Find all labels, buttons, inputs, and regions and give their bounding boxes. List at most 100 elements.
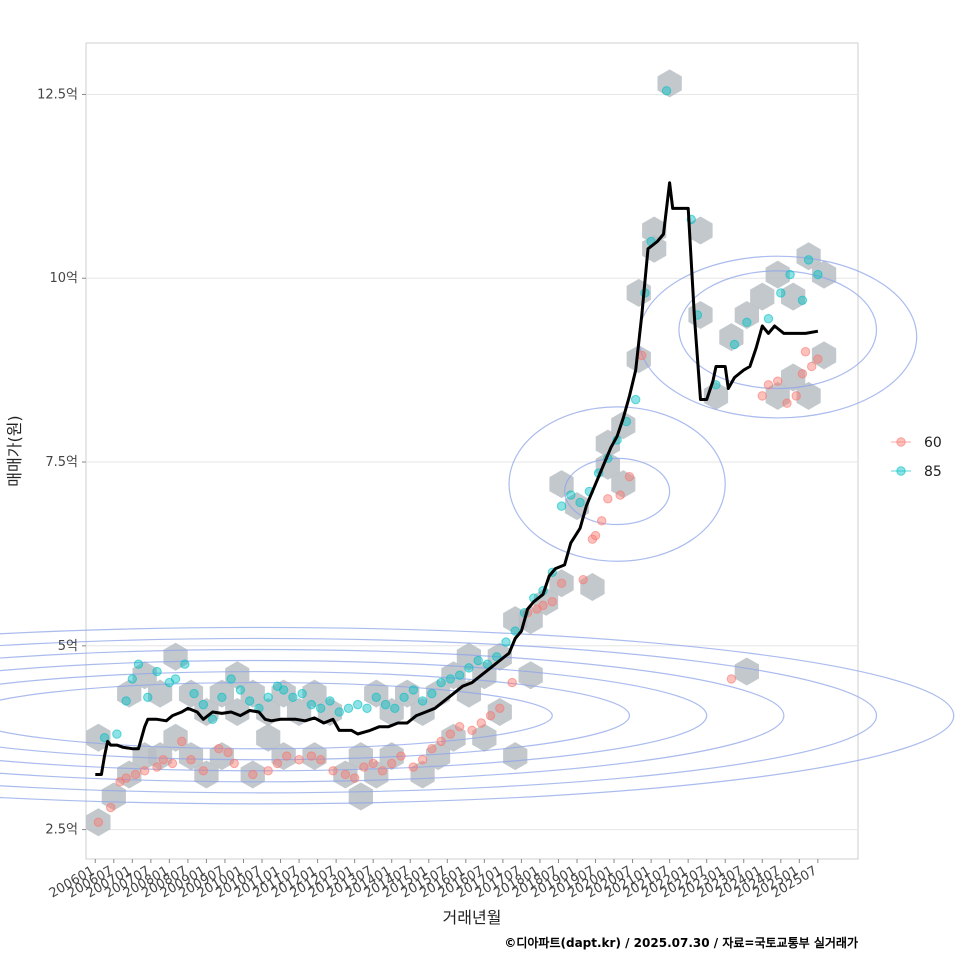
hex-bin: [178, 679, 204, 708]
point-series-60: [306, 751, 317, 761]
point-series-60: [263, 766, 273, 776]
point-series-85: [473, 655, 483, 666]
density-contour: [0, 637, 877, 794]
point-series-85: [454, 670, 465, 680]
point-series-60: [396, 751, 406, 761]
point-series-60: [294, 755, 304, 765]
point-series-60: [590, 530, 601, 541]
caption: ©디아파트(dapt.kr) / 2025.07.30 / 자료=국토교통부 실…: [504, 935, 858, 950]
legend-label: 85: [924, 464, 942, 480]
point-series-60: [547, 597, 557, 607]
point-series-60: [272, 758, 283, 769]
point-series-85: [263, 692, 273, 702]
point-series-85: [399, 692, 409, 702]
point-series-60: [139, 766, 150, 776]
y-tick-label: 2.5억: [45, 823, 78, 838]
y-tick-label: 5억: [58, 639, 78, 654]
density-contour: [0, 648, 785, 783]
point-series-60: [773, 376, 783, 386]
hex-bin: [549, 569, 574, 598]
hex-bin: [194, 698, 219, 726]
point-series-85: [492, 652, 502, 662]
point-series-60: [726, 674, 737, 684]
hex-bin: [549, 470, 574, 499]
density-contour: [564, 457, 671, 526]
point-series-60: [328, 766, 338, 776]
point-series-85: [198, 699, 209, 710]
point-series-85: [362, 703, 372, 713]
point-series-85: [556, 501, 567, 511]
x-axis: 2006012006072007012007072008012008072009…: [47, 859, 820, 901]
hex-bin: [178, 742, 204, 771]
point-series-60: [467, 725, 477, 736]
hex-bin: [750, 282, 775, 311]
point-series-85: [436, 677, 446, 688]
point-series-85: [127, 674, 138, 684]
hex-bin: [86, 723, 111, 752]
point-series-85: [501, 637, 511, 647]
trend-line: [95, 181, 819, 776]
point-series-60: [603, 494, 613, 504]
point-series-60: [495, 703, 505, 713]
panel-background: [85, 42, 859, 860]
y-axis: 2.5억 5억 7.5억 10억 12.5억: [37, 87, 86, 838]
point-series-85: [776, 288, 786, 298]
y-tick-label: 10억: [49, 271, 78, 286]
point-series-60: [359, 762, 369, 772]
hex-bin: [734, 657, 759, 686]
hex-bin: [86, 808, 111, 837]
point-series-85: [315, 703, 326, 713]
point-series-85: [121, 696, 131, 706]
point-series-60: [387, 758, 397, 769]
hex-bin: [688, 216, 713, 245]
density-contour: [0, 626, 955, 805]
point-series-85: [297, 688, 307, 699]
point-series-60: [417, 755, 428, 765]
density-contour: [0, 670, 630, 761]
density-contour: [0, 681, 553, 750]
point-series-60: [800, 347, 811, 357]
point-series-60: [229, 758, 239, 769]
point-series-85: [813, 269, 823, 280]
contour-layer: [0, 255, 955, 805]
point-series-85: [464, 663, 474, 673]
point-series-60: [282, 751, 292, 761]
point-series-85: [371, 692, 381, 702]
density-contour: [0, 659, 708, 772]
hex-bin: [302, 742, 327, 771]
point-series-85: [343, 703, 354, 713]
point-series-60: [615, 490, 625, 500]
point-series-60: [368, 758, 378, 769]
hex-bin: [209, 679, 234, 708]
trend-layer: [95, 181, 819, 776]
point-series-85: [803, 255, 814, 265]
hex-bin: [518, 661, 543, 690]
point-series-60: [476, 718, 486, 728]
point-series-60: [340, 769, 351, 780]
point-series-85: [334, 707, 344, 717]
point-series-85: [630, 394, 641, 405]
point-series-60: [223, 747, 233, 758]
y-tick-label: 12.5억: [37, 87, 78, 102]
point-series-60: [806, 361, 817, 372]
point-series-60: [436, 736, 446, 747]
point-series-85: [661, 86, 672, 96]
point-series-60: [782, 398, 792, 408]
point-series-60: [93, 817, 104, 827]
hex-bin: [225, 698, 250, 726]
legend-key-marker: [896, 466, 906, 476]
point-series-60: [248, 769, 258, 780]
point-series-60: [538, 600, 548, 611]
hex-bin: [302, 679, 327, 708]
point-series-85: [566, 490, 576, 500]
point-series-60: [167, 758, 178, 769]
point-series-85: [797, 295, 808, 305]
point-series-85: [729, 339, 740, 350]
point-series-85: [112, 729, 122, 739]
point-series-60: [427, 744, 437, 754]
hex-bin: [256, 723, 281, 752]
hex-bin: [379, 742, 404, 771]
point-series-85: [133, 659, 144, 669]
point-series-85: [408, 685, 419, 695]
